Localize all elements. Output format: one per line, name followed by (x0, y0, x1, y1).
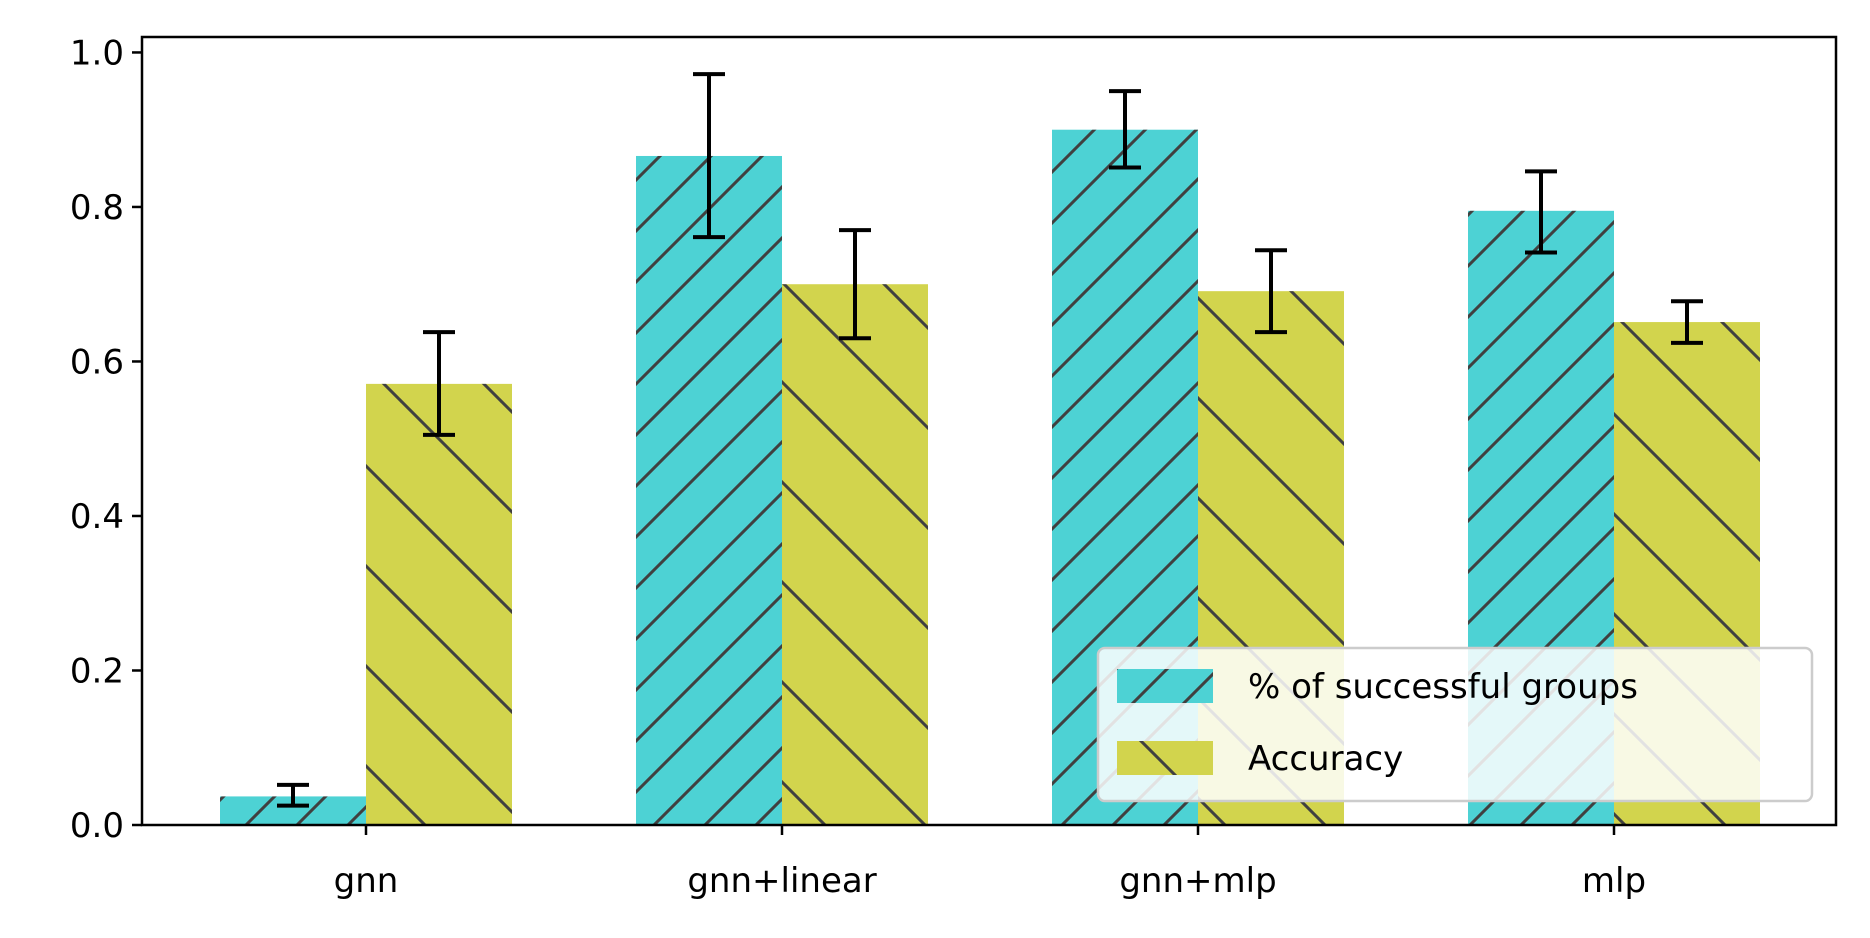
y-tick-label: 0.0 (70, 806, 124, 846)
y-tick-label: 0.8 (70, 188, 124, 228)
bar-hatch (366, 383, 512, 825)
legend-swatch-hatch (1117, 741, 1213, 775)
bar-hatch (782, 284, 928, 825)
x-tick-label: gnn+mlp (1119, 861, 1276, 901)
legend-label: Accuracy (1248, 739, 1403, 779)
bar-hatch (636, 155, 782, 826)
legend: % of successful groups Accuracy (1096, 646, 1814, 803)
legend-items: % of successful groups Accuracy (1117, 667, 1638, 779)
y-axis: 0.0 0.2 0.4 0.6 0.8 1.0 (70, 33, 142, 846)
legend-box (1096, 646, 1814, 803)
plot-frame (140, 35, 1838, 827)
errorbars-layer (277, 72, 1703, 808)
x-tick-label: gnn (334, 861, 399, 901)
x-tick-label: mlp (1582, 861, 1646, 901)
legend-label: % of successful groups (1248, 667, 1638, 707)
y-tick-label: 1.0 (70, 33, 124, 73)
legend-swatch-hatch (1117, 669, 1213, 703)
x-axis: gnn gnn+linear gnn+mlp mlp (334, 825, 1646, 901)
y-tick-label: 0.2 (70, 651, 124, 691)
x-tick-label: gnn+linear (687, 861, 876, 901)
y-tick-label: 0.4 (70, 497, 124, 537)
y-tick-label: 0.6 (70, 342, 124, 382)
